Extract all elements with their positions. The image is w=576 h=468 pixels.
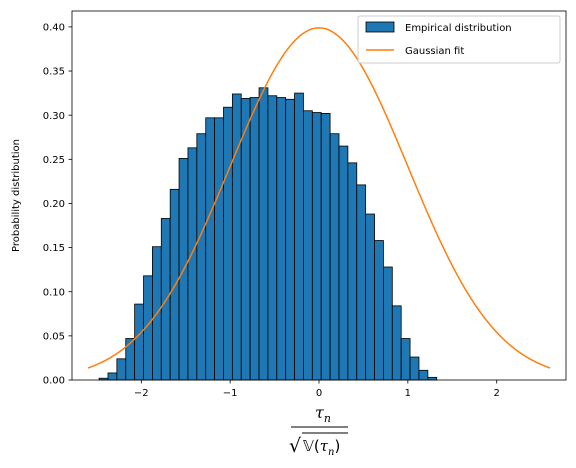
- y-tick-label: 0.30: [43, 111, 65, 122]
- histogram-bar: [320, 113, 331, 381]
- y-tick-label: 0.40: [43, 22, 65, 33]
- histogram-bars: [98, 87, 438, 381]
- legend-box: [357, 15, 561, 64]
- histogram-bar: [125, 338, 136, 381]
- histogram-bar: [356, 184, 367, 381]
- histogram-bar: [249, 97, 260, 381]
- histogram-bar: [223, 106, 233, 381]
- histogram-bar: [311, 112, 322, 381]
- histogram-bar: [409, 356, 420, 381]
- histogram-bar: [240, 97, 251, 381]
- histogram-bar: [365, 213, 375, 381]
- x-label-denominator: 𝕍(τn): [303, 437, 340, 458]
- x-label-sqrt-sign: √: [289, 435, 302, 457]
- x-axis-ticks: −2 −1 0 1 2: [134, 380, 500, 399]
- y-tick-label: 0.15: [43, 243, 65, 254]
- histogram-bar: [116, 358, 127, 381]
- histogram-bar: [347, 162, 358, 381]
- histogram-bar: [205, 117, 216, 381]
- legend-swatch-histogram: [365, 21, 395, 33]
- histogram-bar: [214, 117, 224, 381]
- legend: Empirical distribution Gaussian fit: [357, 15, 561, 64]
- y-axis-label: Probability distribution: [11, 139, 22, 252]
- histogram-bar: [329, 133, 340, 381]
- histogram-bar: [285, 98, 295, 381]
- histogram-bar: [134, 303, 144, 381]
- histogram-bar: [231, 93, 242, 381]
- histogram-bar: [400, 338, 411, 381]
- legend-label-histogram: Empirical distribution: [405, 23, 512, 34]
- gaussian-fit-line: [87, 27, 551, 369]
- y-axis-ticks: 0.00 0.05 0.10 0.15 0.20 0.25 0.30 0.35 0.40: [43, 22, 72, 387]
- histogram-bar: [196, 133, 207, 381]
- y-tick-label: 0.25: [43, 155, 65, 166]
- histogram-bar: [383, 266, 393, 381]
- histogram-bar: [187, 147, 198, 381]
- y-tick-label: 0.20: [43, 199, 65, 210]
- x-label-numerator: τn: [315, 403, 331, 425]
- histogram-bar: [267, 95, 278, 381]
- histogram-bar: [418, 369, 429, 381]
- y-tick-label: 0.10: [43, 287, 65, 298]
- legend-label-fit: Gaussian fit: [405, 46, 464, 57]
- y-tick-label: 0.00: [43, 376, 65, 387]
- histogram-bar: [258, 87, 269, 381]
- histogram-bar: [338, 145, 349, 381]
- histogram-bar: [276, 97, 287, 381]
- x-tick-label: 1: [405, 388, 411, 399]
- histogram-bar: [374, 240, 384, 381]
- x-tick-label: −2: [134, 388, 149, 399]
- histogram-bar: [391, 305, 402, 381]
- histogram-bar: [107, 372, 118, 381]
- x-tick-label: 0: [316, 388, 322, 399]
- y-tick-label: 0.05: [43, 331, 65, 342]
- x-axis-label: τn √ 𝕍(τn): [289, 403, 348, 458]
- x-tick-label: 2: [494, 388, 500, 399]
- y-tick-label: 0.35: [43, 67, 65, 78]
- histogram-bar: [303, 110, 313, 381]
- histogram-bar: [294, 92, 304, 381]
- x-tick-label: −1: [223, 388, 238, 399]
